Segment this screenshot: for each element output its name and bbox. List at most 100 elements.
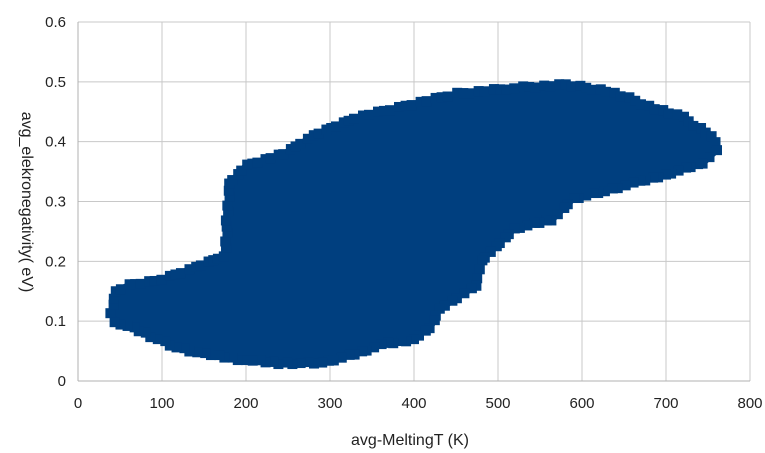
data-point — [221, 242, 232, 253]
data-point — [491, 241, 502, 252]
data-point — [439, 300, 450, 311]
data-point — [200, 348, 211, 359]
data-point — [630, 95, 641, 106]
data-point — [130, 279, 141, 290]
data-point — [108, 299, 119, 310]
data-point — [268, 356, 279, 367]
data-point — [309, 358, 319, 369]
data-point — [436, 92, 447, 103]
data-point — [331, 121, 341, 132]
data-point — [124, 279, 135, 290]
data-point — [175, 268, 186, 279]
data-point — [415, 96, 426, 107]
data-point — [666, 168, 677, 179]
data-point — [624, 92, 635, 103]
data-point — [195, 260, 206, 271]
data-point — [560, 79, 571, 90]
data-point — [658, 105, 669, 116]
data-point — [379, 105, 389, 116]
data-point — [109, 317, 120, 328]
data-point — [518, 81, 529, 92]
data-point — [581, 190, 592, 201]
y-axis-label: avg_elekronegativity( eV) — [18, 112, 35, 293]
data-point — [192, 347, 203, 358]
data-point — [349, 113, 359, 124]
data-point — [609, 87, 620, 98]
data-point — [115, 284, 126, 295]
data-point — [358, 110, 368, 121]
data-point — [144, 276, 155, 287]
data-point — [313, 128, 324, 139]
data-point — [688, 120, 699, 131]
data-point — [149, 275, 160, 286]
data-point — [115, 319, 126, 330]
data-point — [472, 273, 483, 284]
data-point — [184, 264, 195, 275]
data-point — [171, 342, 182, 353]
data-point — [458, 88, 469, 99]
x-axis-label: avg-MeltingT (K) — [351, 432, 469, 449]
data-point — [242, 159, 253, 170]
data-point — [236, 165, 247, 176]
y-tick-label: 0.1 — [45, 313, 66, 330]
x-tick-label: 600 — [569, 395, 594, 412]
y-tick-label: 0 — [58, 373, 66, 390]
data-point — [156, 274, 167, 285]
data-point — [500, 232, 511, 243]
data-point — [566, 81, 577, 92]
data-point — [122, 320, 133, 331]
data-point — [559, 202, 570, 213]
x-tick-label: 300 — [317, 395, 342, 412]
data-point — [575, 80, 586, 91]
data-point — [712, 145, 722, 156]
data-point — [108, 293, 119, 304]
x-tick-label: 200 — [233, 395, 258, 412]
data-point — [663, 108, 674, 119]
x-tick-label: 100 — [149, 395, 174, 412]
data-point — [212, 253, 223, 264]
data-point — [541, 215, 552, 226]
data-point — [373, 106, 383, 117]
data-point — [164, 270, 175, 281]
data-point — [459, 288, 470, 299]
data-point — [421, 96, 432, 107]
data-point — [601, 86, 611, 97]
data-point — [587, 84, 597, 95]
data-point — [430, 92, 441, 103]
data-point — [581, 82, 592, 93]
data-point — [522, 220, 533, 231]
data-point — [636, 99, 646, 110]
data-point — [241, 355, 251, 366]
data-point — [406, 100, 417, 111]
data-point — [295, 138, 306, 149]
data-point — [369, 342, 380, 353]
data-point — [303, 357, 314, 368]
data-point — [509, 83, 520, 94]
data-point — [569, 193, 580, 204]
data-point — [479, 86, 490, 97]
data-point — [376, 339, 387, 350]
data-point — [357, 346, 368, 357]
data-point — [227, 175, 238, 186]
data-point — [488, 84, 499, 95]
data-point — [170, 269, 181, 280]
data-point — [464, 88, 475, 99]
data-point — [323, 355, 334, 366]
data-point — [247, 158, 258, 169]
data-point — [265, 153, 276, 164]
data-point — [420, 325, 431, 336]
data-point — [648, 172, 659, 183]
data-point — [501, 84, 512, 95]
data-point — [287, 359, 298, 370]
data-point-cloud — [105, 79, 722, 370]
data-point — [661, 169, 671, 180]
data-point — [704, 152, 715, 163]
data-point — [524, 81, 535, 92]
data-point — [495, 84, 506, 95]
data-point — [706, 131, 717, 142]
data-point — [485, 246, 496, 257]
data-point — [364, 109, 374, 120]
x-tick-label: 700 — [653, 395, 678, 412]
data-point — [129, 322, 140, 333]
